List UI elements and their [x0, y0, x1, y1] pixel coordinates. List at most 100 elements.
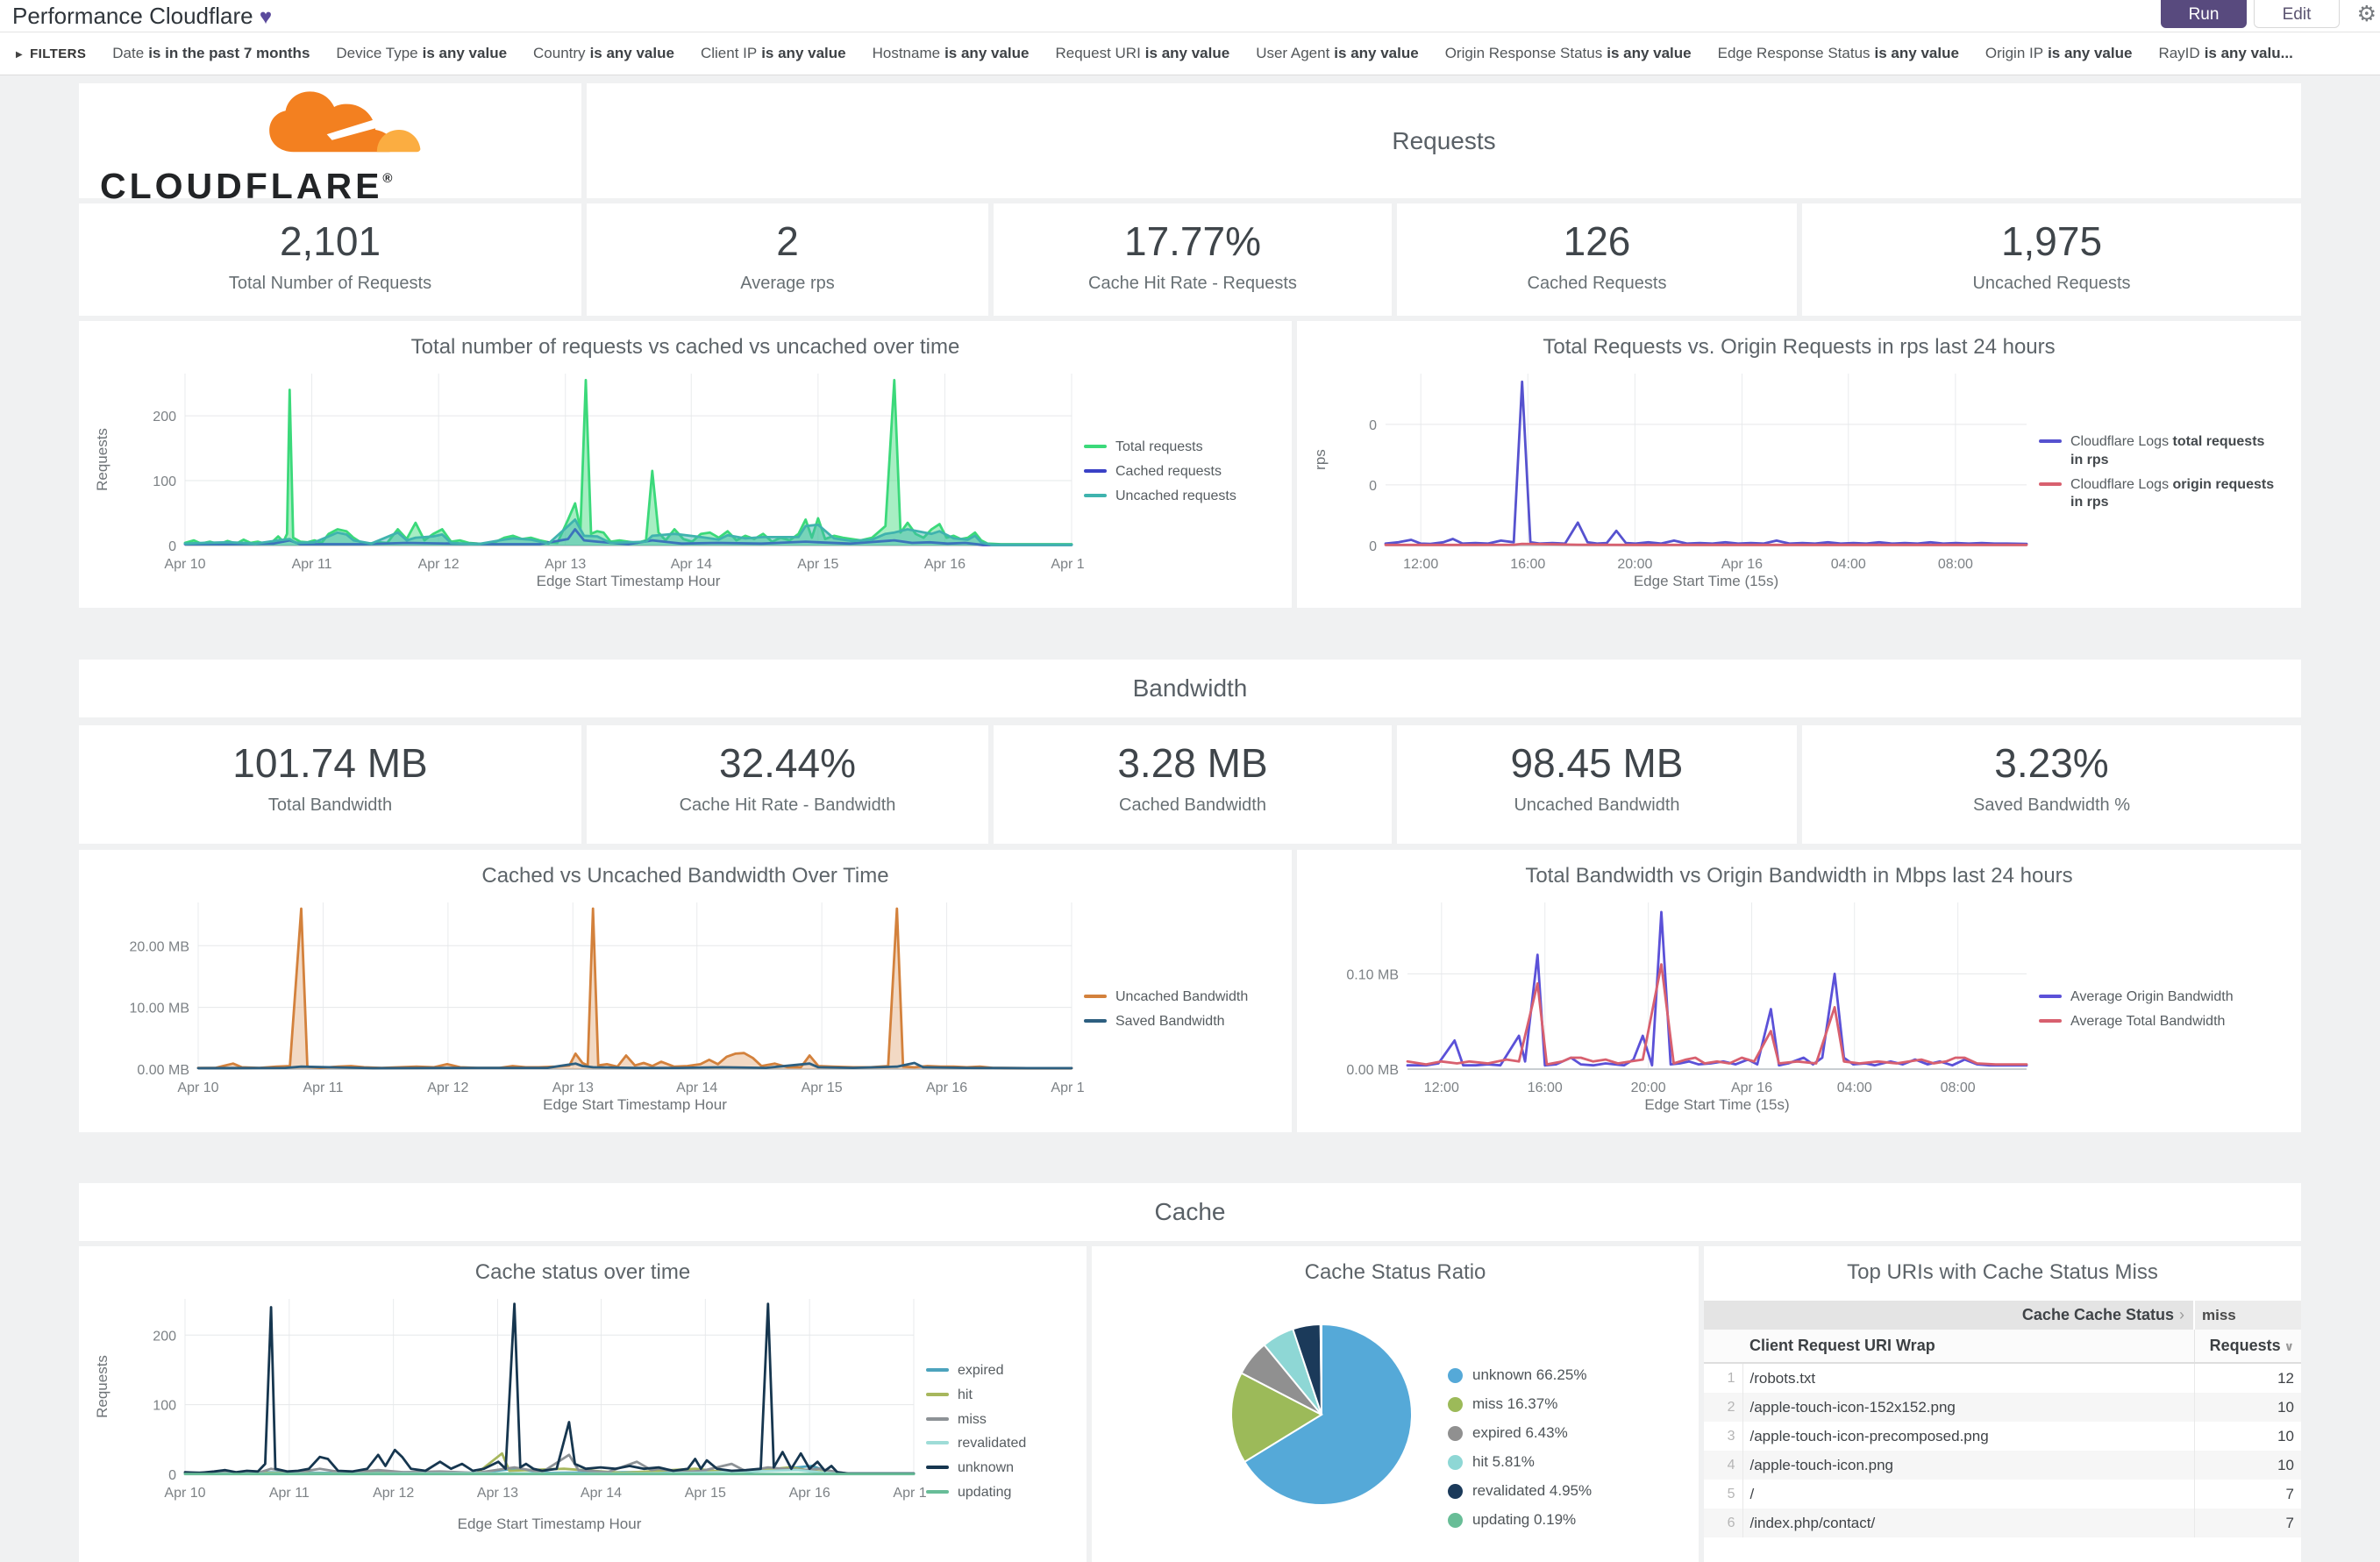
filter-item[interactable]: Origin IP is any value [1985, 45, 2133, 62]
mbps-24h-plot[interactable]: 12:00 16:00 20:00 Apr 16 04:00 08:00 0.00 MB 0.… [1302, 892, 2039, 1123]
uri-cell[interactable]: /apple-touch-icon-152x152.png [1742, 1393, 2194, 1422]
filter-item[interactable]: Client IP is any value [701, 45, 846, 62]
svg-text:Apr 14: Apr 14 [676, 1081, 717, 1095]
chart-card-cache-ratio: Cache Status Ratio unknown 66.25% miss 16… [1092, 1246, 1699, 1562]
legend-swatch-icon [926, 1416, 949, 1421]
table-row[interactable]: 1/robots.txt 12 [1704, 1363, 2301, 1393]
legend-item: miss 16.37% [1448, 1394, 1592, 1414]
chart-card-rps-24h: Total Requests vs. Origin Requests in rp… [1297, 321, 2301, 608]
stat-label: Cached Requests [1527, 274, 1667, 293]
bandwidth-over-time-plot[interactable]: Apr 10 Apr 11 Apr 12 Apr 13 Apr 14 Apr 15 Apr … [84, 892, 1084, 1123]
svg-text:12:00: 12:00 [1403, 557, 1438, 572]
legend-item: Uncached Bandwidth [1084, 988, 1281, 1007]
filter-item[interactable]: Edge Response Status is any value [1718, 45, 1959, 62]
svg-text:Apr 13: Apr 13 [545, 557, 586, 572]
legend-label-bold: total requests in rps [2070, 434, 2265, 467]
svg-text:Apr 10: Apr 10 [164, 1486, 205, 1501]
stat-tile: 1,975 Uncached Requests [1802, 203, 2301, 316]
table-row[interactable]: 4/apple-touch-icon.png 10 [1704, 1451, 2301, 1480]
stat-tile: 2 Average rps [587, 203, 988, 316]
cache-ratio-pie[interactable] [1229, 1322, 1414, 1508]
uri-cell[interactable]: /robots.txt [1749, 1369, 1816, 1387]
filters-toggle[interactable]: ▶ FILTERS [16, 46, 86, 61]
chart-title: Total Bandwidth vs Origin Bandwidth in M… [1525, 864, 2073, 888]
legend-swatch-icon [926, 1392, 949, 1396]
dashboard-title: Performance Cloudflare ♥ [12, 3, 272, 30]
requests-over-time-plot[interactable]: Apr 10 Apr 11 Apr 12 Apr 13 Apr 14 Apr 15 Apr … [84, 363, 1084, 600]
legend-label: Saved Bandwidth [1115, 1013, 1225, 1029]
legend-item: revalidated [926, 1435, 1066, 1453]
heart-icon: ♥ [259, 5, 273, 29]
stat-tile: 17.77% Cache Hit Rate - Requests [994, 203, 1392, 316]
filter-field: Date [112, 45, 145, 61]
uri-column-header[interactable]: Client Request URI Wrap [1742, 1330, 2194, 1364]
row-number-cell: 4 [1704, 1451, 1743, 1480]
requests-cell[interactable]: 12 [2193, 1363, 2301, 1393]
bandwidth-over-time-legend: Uncached Bandwidth Saved Bandwidth [1084, 988, 1281, 1031]
svg-text:Apr 17: Apr 17 [1051, 557, 1084, 572]
svg-text:16:00: 16:00 [1528, 1081, 1563, 1095]
requests-over-time-legend: Total requests Cached requests Uncached re… [1084, 439, 1281, 505]
svg-text:Apr 15: Apr 15 [685, 1486, 726, 1501]
svg-text:Edge Start Timestamp Hour: Edge Start Timestamp Hour [543, 1096, 727, 1113]
group-value-cell[interactable]: miss [2193, 1301, 2301, 1330]
filter-item[interactable]: User Agent is any value [1256, 45, 1419, 62]
cloudflare-cloud-icon [269, 91, 421, 153]
svg-text:0: 0 [1369, 479, 1377, 494]
filter-item[interactable]: RayID is any valu... [2158, 45, 2292, 62]
filter-field: Device Type [336, 45, 418, 61]
svg-text:Apr 16: Apr 16 [1721, 557, 1763, 572]
settings-gear-icon[interactable]: ⚙ [2356, 2, 2376, 26]
svg-text:04:00: 04:00 [1831, 557, 1866, 572]
uri-cell[interactable]: /apple-touch-icon-precomposed.png [1749, 1427, 1989, 1444]
legend-label: revalidated 4.95% [1472, 1482, 1593, 1500]
legend-swatch-icon [1084, 445, 1107, 448]
filter-item[interactable]: Origin Response Status is any value [1445, 45, 1692, 62]
filter-item[interactable]: Country is any value [533, 45, 674, 62]
group-header-cell[interactable]: Cache Cache Status › [1704, 1301, 2194, 1330]
legend-swatch-icon [1084, 1018, 1107, 1023]
requests-column-header[interactable]: Requests ∨ [2193, 1330, 2301, 1364]
requests-cell[interactable]: 10 [2193, 1422, 2301, 1451]
legend-label: Cached requests [1115, 463, 1222, 479]
run-button[interactable]: Run [2161, 0, 2247, 28]
table-row[interactable]: 2/apple-touch-icon-152x152.png 10 [1704, 1393, 2301, 1422]
uri-cell[interactable]: / [1749, 1485, 1755, 1502]
legend-label: unknown [958, 1460, 1015, 1476]
svg-text:100: 100 [153, 1399, 176, 1414]
rps-24h-legend: Cloudflare Logs total requests in rps Clo… [2039, 433, 2276, 512]
edit-button[interactable]: Edit [2254, 0, 2340, 28]
filter-item[interactable]: Request URI is any value [1055, 45, 1229, 62]
legend-item: Average Origin Bandwidth [2039, 988, 2284, 1007]
filter-value: is any value [2048, 45, 2133, 61]
legend-swatch-icon [926, 1489, 949, 1494]
legend-label: Cloudflare Logs total requests in rps [2070, 433, 2276, 470]
requests-cell[interactable]: 7 [2193, 1480, 2301, 1509]
svg-text:Edge Start Timestamp Hour: Edge Start Timestamp Hour [458, 1516, 642, 1532]
chart-card-bandwidth-over-time: Cached vs Uncached Bandwidth Over Time A… [79, 850, 1292, 1132]
svg-text:Apr 13: Apr 13 [477, 1486, 518, 1501]
requests-cell[interactable]: 10 [2193, 1393, 2301, 1422]
table-row[interactable]: 3/apple-touch-icon-precomposed.png 10 [1704, 1422, 2301, 1451]
filter-item[interactable]: Device Type is any value [336, 45, 507, 62]
legend-item: expired [926, 1362, 1066, 1380]
legend-item: Uncached requests [1084, 488, 1281, 506]
svg-text:Apr 17: Apr 17 [1051, 1081, 1084, 1095]
uri-cell[interactable]: /index.php/contact/ [1742, 1509, 2194, 1537]
row-number-cell: 1 [1704, 1363, 1743, 1393]
legend-label: hit [958, 1387, 973, 1402]
uri-cell[interactable]: /apple-touch-icon.png [1742, 1451, 2194, 1480]
svg-text:10.00 MB: 10.00 MB [130, 1002, 189, 1016]
filter-item[interactable]: Hostname is any value [873, 45, 1030, 62]
table-row[interactable]: 6/index.php/contact/7 [1704, 1509, 2301, 1537]
svg-text:0.00 MB: 0.00 MB [1346, 1063, 1399, 1078]
rps-24h-plot[interactable]: 12:00 16:00 20:00 Apr 16 04:00 08:00 0 0 0 rps Edg… [1302, 363, 2039, 600]
table-row[interactable]: 5 / 7 [1704, 1480, 2301, 1509]
stat-label: Total Number of Requests [228, 274, 432, 293]
cache-over-time-plot[interactable]: Apr 10 Apr 11 Apr 12 Apr 13 Apr 14 Apr 15 Apr … [84, 1288, 926, 1543]
filter-item[interactable]: Date is in the past 7 months [112, 45, 310, 62]
requests-cell[interactable]: 7 [2193, 1509, 2301, 1537]
legend-label: Cloudflare Logs origin requests in rps [2070, 476, 2276, 513]
requests-cell[interactable]: 10 [2193, 1451, 2301, 1480]
stat-value: 126 [1563, 218, 1631, 264]
